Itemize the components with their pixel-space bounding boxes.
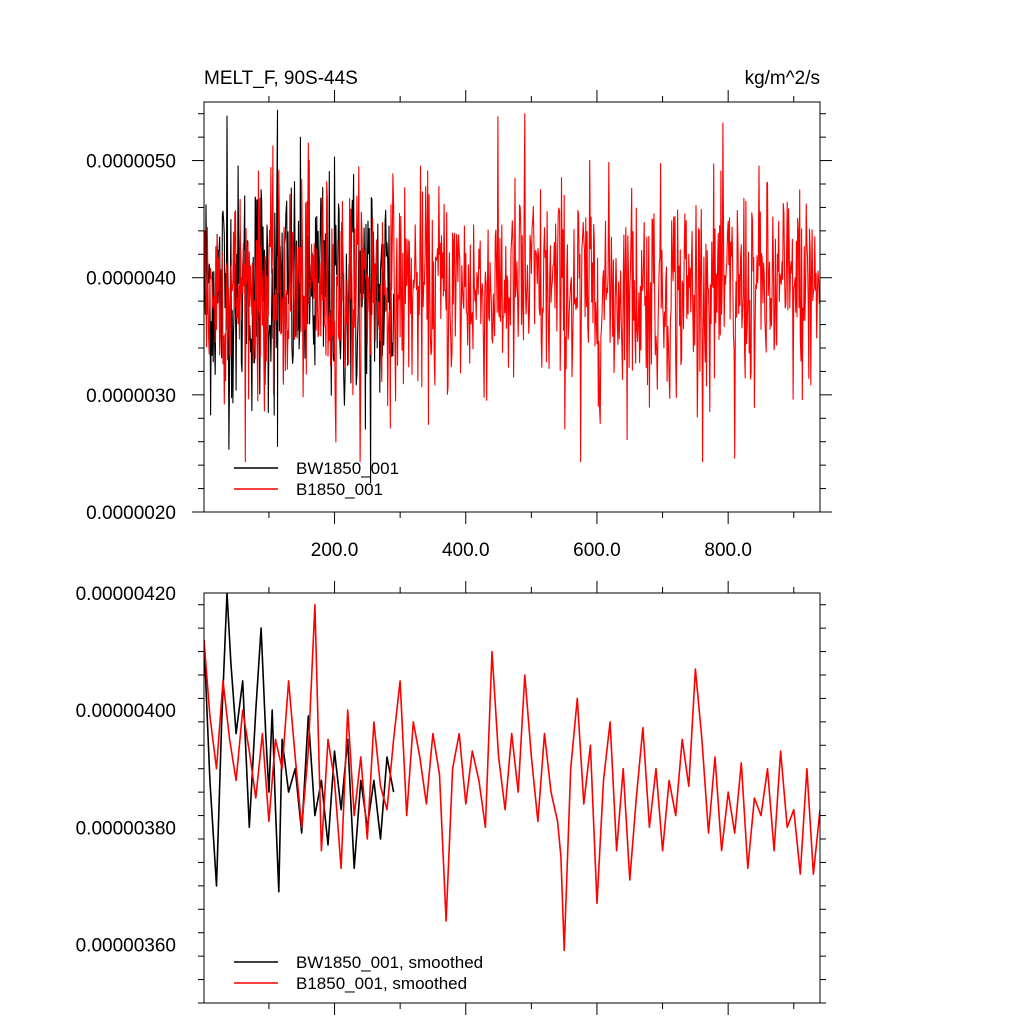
y-tick-label: 0.0000040 [86,269,176,290]
legend-label: B1850_001, smoothed [296,974,467,993]
y-tick-label: 0.00000420 [76,584,176,605]
y-tick-label: 0.0000020 [86,503,176,524]
y-tick-label: 0.00000360 [76,935,176,956]
series-line-b1850 [204,113,820,463]
legend-label: BW1850_001, smoothed [296,953,483,972]
x-tick-label: 200.0 [311,540,359,561]
series-line-b1850 [204,603,820,952]
y-tick-label: 0.0000030 [86,386,176,407]
series-line-bw1850 [204,593,395,893]
plot-frame [203,592,821,1004]
chart-units: kg/m^2/s [745,68,820,89]
x-tick-label: 400.0 [442,540,490,561]
x-tick-label: 800.0 [704,540,752,561]
plot-frame [203,101,821,513]
series-line-bw1850 [204,109,395,484]
bottom-panel: 0.00000360 0.00000380 0.00000400 0.00000420… [76,581,826,1015]
legend-label: B1850_001 [296,480,383,499]
legend-label: BW1850_001 [296,459,399,478]
y-tick-label: 0.00000400 [76,701,176,722]
top-panel: MELT_F, 90S-44S kg/m^2/s 200.0 400.0 600.0… [86,68,832,561]
x-tick-label: 600.0 [573,540,621,561]
y-tick-label: 0.0000050 [86,152,176,173]
y-tick-label: 0.00000380 [76,818,176,839]
chart-title: MELT_F, 90S-44S [204,68,358,89]
